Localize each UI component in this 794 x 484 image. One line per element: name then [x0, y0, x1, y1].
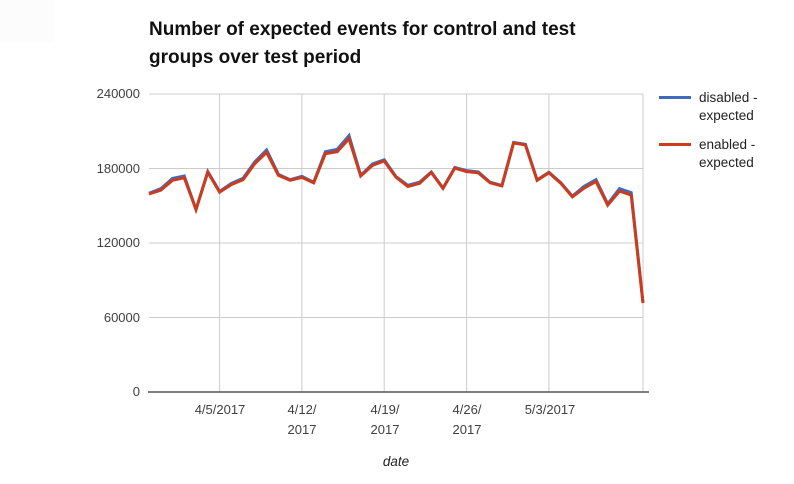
x-tick-label: 4/5/2017 [194, 402, 246, 417]
legend-line-swatch-blue [659, 96, 691, 99]
x-tick-label: 4/19/ 2017 [370, 402, 400, 437]
legend-line-swatch-red [659, 143, 691, 146]
screenshot-artifact-square [0, 0, 54, 42]
y-tick-label: 240000 [96, 86, 140, 101]
x-axis-title: date [382, 454, 410, 469]
chart-title-line-2: groups over test period [149, 47, 362, 68]
legend-label: enabled - expected [699, 137, 756, 170]
chart-title-line-1: Number of expected events for control an… [149, 19, 576, 40]
legend-item-disabled-expected[interactable]: disabled - expected [659, 89, 758, 124]
legend-label: disabled - expected [699, 90, 758, 123]
y-tick-label: 0 [132, 384, 140, 399]
legend-item-enabled-expected[interactable]: enabled - expected [659, 136, 758, 171]
y-tick-label: 180000 [96, 160, 140, 176]
x-tick-label: 4/12/ 2017 [287, 402, 317, 437]
chart-title: Number of expected events for control an… [149, 16, 689, 72]
x-tick-label: 5/3/2017 [524, 402, 576, 417]
chart-legend: disabled - expected enabled - expected [659, 89, 758, 183]
x-tick-label: 4/26/ 2017 [452, 402, 482, 437]
y-tick-label: 60000 [103, 309, 140, 325]
y-tick-label: 120000 [96, 235, 140, 250]
